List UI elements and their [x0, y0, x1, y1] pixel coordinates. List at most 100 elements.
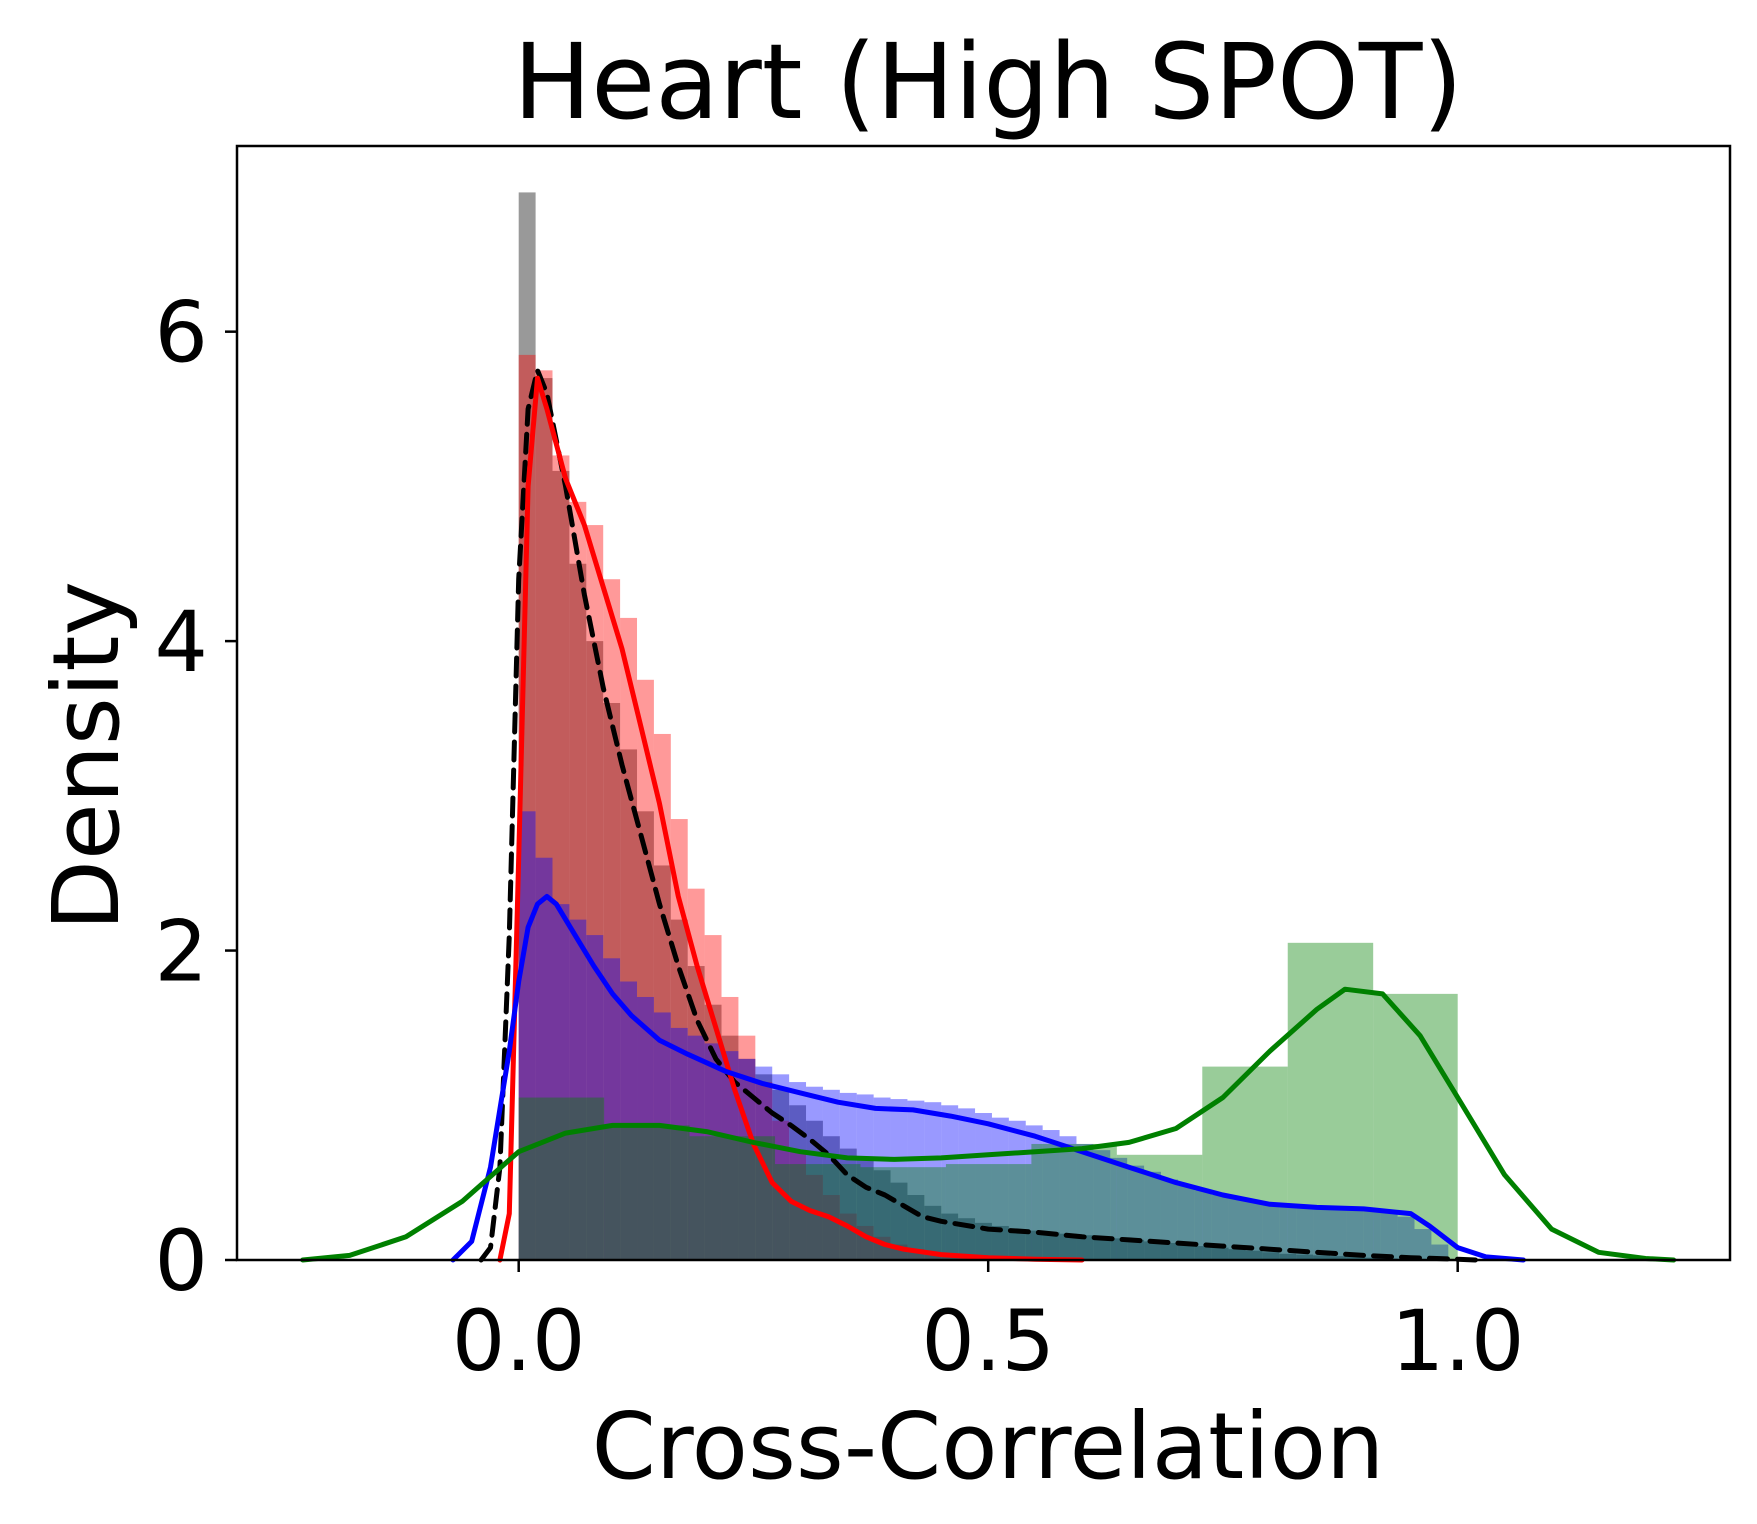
histogram-bar [1329, 1256, 1347, 1260]
x-tick-label: 0.5 [921, 1292, 1055, 1390]
histogram-bar [1211, 1247, 1229, 1260]
histogram-bar [1059, 1233, 1077, 1260]
histogram-bar [518, 1097, 605, 1260]
chart-title: Heart (High SPOT) [513, 21, 1463, 143]
histogram-bar [569, 919, 587, 1260]
histogram-bar [1042, 1130, 1060, 1260]
x-axis-label: Cross-Correlation [592, 1393, 1385, 1500]
y-tick-label: 2 [155, 903, 208, 1001]
histogram-bar [704, 935, 722, 1260]
histogram-bar [755, 1082, 773, 1260]
histogram-bar [1329, 1207, 1347, 1260]
histogram-bar [620, 749, 638, 1260]
histogram-bar [856, 1094, 874, 1260]
histogram-bar [670, 819, 688, 1260]
histogram-bar [603, 703, 621, 1260]
histogram-bar [806, 1086, 823, 1260]
histogram-bar [1008, 1229, 1026, 1260]
histogram-bar [689, 1136, 776, 1260]
histogram-bar [1245, 1250, 1263, 1260]
histogram-bar [860, 1167, 946, 1260]
histogram-bar [721, 1051, 739, 1260]
histogram-bar [569, 563, 587, 1260]
histogram-bar [1177, 1244, 1195, 1260]
histogram-bar [670, 919, 688, 1260]
histogram-bar [1202, 1066, 1288, 1260]
histogram-bar [653, 1012, 671, 1260]
histogram-bar [637, 811, 654, 1260]
x-tick-label: 1.0 [1391, 1292, 1525, 1390]
series-1 [518, 192, 1432, 1261]
histogram-bar [637, 679, 654, 1260]
histogram-bar [552, 470, 570, 1261]
histogram-bar [1025, 1125, 1043, 1260]
histogram-bar [1144, 1171, 1161, 1260]
histogram-bar [670, 1027, 688, 1260]
histogram-bar [1076, 1143, 1094, 1260]
histogram-bar [1076, 1235, 1094, 1260]
histogram-bar [1363, 1208, 1381, 1260]
histogram-bar [653, 865, 671, 1260]
histogram-bar [1110, 1157, 1128, 1260]
histogram-bar [1414, 1229, 1432, 1260]
histogram-bar [991, 1225, 1009, 1260]
histogram-bar [1346, 1207, 1364, 1260]
histogram-bar [1228, 1249, 1246, 1260]
histogram-bar [839, 1092, 857, 1260]
histogram-bar [822, 1136, 840, 1260]
histogram-bar [620, 981, 638, 1260]
kde-curve [300, 986, 1677, 1263]
histogram-bar [620, 617, 638, 1260]
y-axis-label: Density [33, 581, 140, 931]
y-tick-label: 6 [155, 284, 208, 382]
histogram-bar [604, 1125, 690, 1260]
histogram-bar [945, 1164, 1032, 1260]
histogram-bar [789, 1105, 807, 1260]
histogram-bar [1144, 1241, 1161, 1260]
histogram-bar [1262, 1202, 1280, 1260]
y-tick-label: 4 [155, 593, 208, 691]
histogram-bar [1245, 1201, 1263, 1260]
histogram-bar [1296, 1254, 1314, 1260]
histogram-bar [535, 378, 553, 1260]
histogram-bar [1262, 1252, 1280, 1260]
histogram-bar [518, 354, 536, 1260]
histogram-bar [1042, 1232, 1060, 1260]
histogram-bar [1346, 1256, 1364, 1260]
plot-area [237, 146, 1730, 1263]
histogram-bar [603, 579, 621, 1260]
histogram-bar [1397, 1216, 1415, 1260]
histogram-bar [975, 1113, 992, 1260]
histogram-bar [1313, 1255, 1330, 1260]
histogram-bar [1093, 1236, 1111, 1260]
histogram-bar [569, 501, 587, 1261]
histogram-bar [941, 1255, 959, 1260]
histogram-bar [1313, 1205, 1330, 1260]
x-tick-label: 0.0 [452, 1292, 586, 1390]
histogram-bar [637, 996, 654, 1260]
histogram-bar [1228, 1198, 1246, 1260]
histogram-bar [1279, 1253, 1297, 1260]
histogram-bar [772, 1089, 790, 1260]
histogram-bar [1279, 1204, 1297, 1260]
histogram-bar [1296, 1205, 1314, 1260]
histogram-bar [552, 455, 570, 1260]
histogram-bar [1025, 1230, 1043, 1260]
histogram-bar [975, 1222, 992, 1260]
histogram-bar [552, 904, 570, 1260]
histogram-bar [603, 958, 621, 1260]
x-axis: 0.0 0.5 1.0 [452, 1260, 1525, 1390]
kde-curve [497, 375, 1085, 1263]
series-2 [518, 354, 1009, 1261]
histogram-bar [535, 370, 553, 1260]
histogram-bar [772, 1074, 790, 1260]
histogram-bar [535, 857, 553, 1260]
histogram-bar [586, 935, 604, 1260]
histogram-bar [806, 1174, 823, 1260]
histogram-bar [839, 1148, 857, 1260]
histogram-bar [1194, 1246, 1212, 1260]
histogram-bar [687, 966, 705, 1260]
histogram-bar [873, 1097, 891, 1260]
y-axis: 0 2 4 6 [155, 284, 237, 1310]
